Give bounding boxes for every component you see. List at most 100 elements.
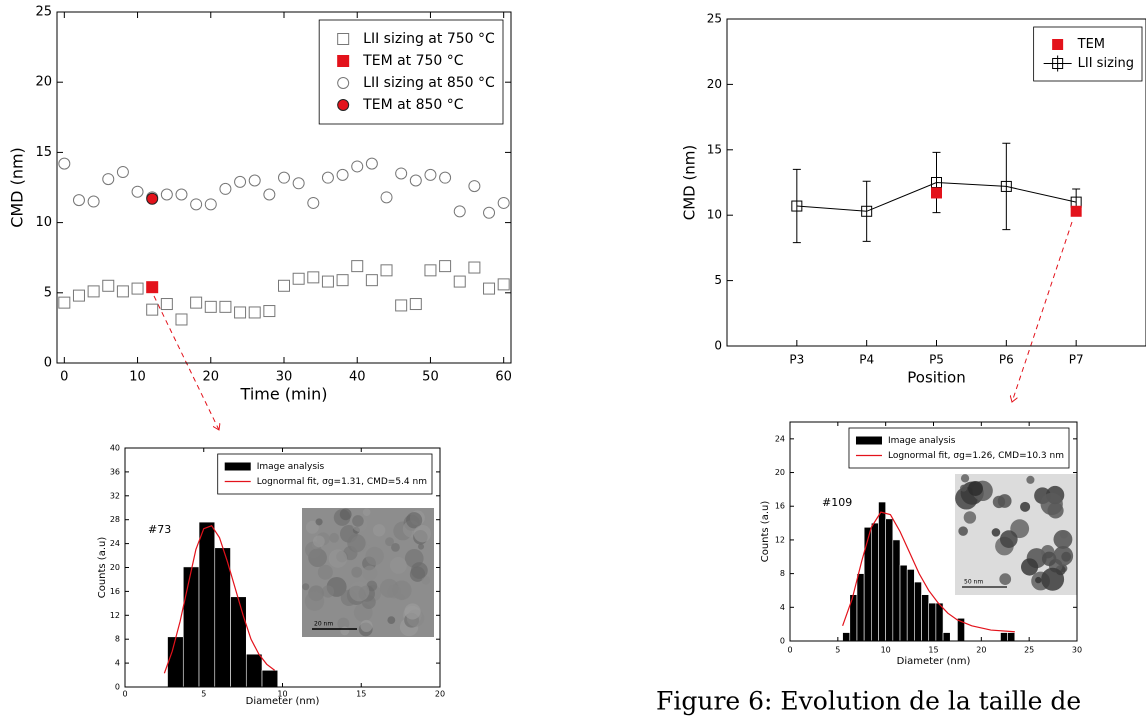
legend-label: LII sizing at 850 °C [363, 75, 495, 91]
inset-texture [406, 512, 423, 529]
x-tick-label: 10 [129, 370, 146, 385]
plot-frame [124, 447, 441, 688]
point [160, 298, 173, 311]
point [307, 271, 320, 284]
y-tick-label: 10 [707, 208, 722, 222]
point [248, 174, 261, 187]
x-axis-label: Diameter (nm) [897, 656, 971, 667]
bar [885, 518, 894, 642]
error-bar [932, 151, 941, 214]
x-tick-label: 40 [349, 370, 366, 385]
point [395, 167, 408, 180]
legend: TEM LII sizing [1033, 26, 1143, 82]
y-tick-label: 20 [707, 77, 722, 91]
annotation: #109 [822, 496, 852, 509]
legend-box [217, 453, 433, 495]
bar [914, 581, 922, 642]
inset-texture [328, 549, 348, 568]
bar [935, 602, 944, 642]
x-axis-label: Diameter (nm) [246, 696, 320, 707]
point [337, 99, 350, 111]
y-tick-label: 12 [775, 535, 785, 544]
point [190, 198, 203, 211]
point [175, 313, 188, 326]
bar [198, 521, 216, 688]
annotation: #73 [148, 523, 171, 536]
legend: Image analysis Lognormal fit, σg=1.31, CM… [217, 453, 433, 495]
y-tick-label: 32 [110, 491, 120, 500]
point [424, 168, 437, 181]
callout-arrow [1012, 221, 1073, 402]
y-tick-label: 4 [780, 603, 785, 612]
point [307, 196, 320, 209]
scale-label: 50 nm [964, 579, 983, 586]
y-tick-label: 20 [775, 468, 785, 477]
y-tick-label: 25 [707, 12, 722, 26]
inset-texture [391, 542, 400, 552]
point [337, 55, 350, 67]
inset-texture [349, 581, 370, 602]
bar [892, 539, 901, 642]
legend-swatch [224, 462, 251, 471]
bar [261, 669, 279, 688]
y-tick-label: 16 [110, 587, 120, 596]
inset-texture [365, 546, 384, 566]
inset-texture [340, 626, 350, 636]
inset-texture [963, 511, 977, 524]
point [160, 188, 173, 201]
legend-label: Lognormal fit, σg=1.31, CMD=5.4 nm [257, 477, 427, 487]
inset-texture [960, 484, 968, 492]
y-tick-label: 15 [35, 145, 52, 160]
point [219, 300, 232, 313]
inset-texture [347, 533, 366, 553]
x-tick-label: 0 [787, 646, 792, 655]
inset-texture [999, 573, 1012, 585]
inset-texture [362, 565, 378, 581]
point [321, 171, 334, 184]
point [1000, 180, 1012, 192]
inset-texture [387, 616, 396, 625]
inset-texture [312, 535, 325, 548]
x-tick-label: P6 [999, 353, 1014, 367]
point [439, 260, 452, 273]
inset-texture [352, 515, 364, 527]
error-bar [862, 180, 871, 242]
point [424, 264, 437, 277]
point [204, 300, 217, 313]
bar [1000, 632, 1008, 642]
inset-texture [404, 603, 421, 620]
x-tick-label: 20 [203, 370, 220, 385]
point [337, 33, 350, 45]
inset-texture [351, 566, 363, 578]
point [321, 275, 334, 288]
x-tick-label: P7 [1069, 353, 1084, 367]
point [234, 306, 247, 319]
point [87, 195, 100, 208]
legend: LII sizing at 750 °C TEM at 750 °C LII siz… [318, 19, 504, 125]
point [292, 177, 305, 190]
point [263, 188, 276, 201]
point [278, 171, 290, 184]
inset-texture [968, 481, 983, 496]
x-tick-label: P3 [789, 353, 804, 367]
chart: 0 5 10 15 20 25 P3 P4 P5 P6 P7 Position CMD (nm) TEM L… [681, 12, 1146, 387]
y-tick-label: 16 [775, 502, 785, 511]
inset-texture [413, 525, 432, 543]
point [453, 275, 466, 288]
point [351, 160, 364, 173]
y-tick-label: 10 [35, 215, 52, 230]
point [102, 279, 115, 292]
point [439, 171, 452, 184]
point [190, 296, 203, 309]
inset-texture [305, 520, 319, 534]
y-tick-label: 24 [110, 539, 120, 548]
y-tick-label: 5 [44, 285, 52, 300]
scale-label: 20 nm [314, 621, 333, 628]
bar [906, 569, 915, 642]
plot-frame [56, 11, 512, 364]
x-tick-label: 0 [60, 370, 68, 385]
legend-box [1033, 26, 1143, 82]
y-tick-label: 36 [110, 467, 120, 476]
x-axis-label: Time (min) [240, 385, 328, 404]
y-tick-label: 12 [110, 611, 120, 620]
